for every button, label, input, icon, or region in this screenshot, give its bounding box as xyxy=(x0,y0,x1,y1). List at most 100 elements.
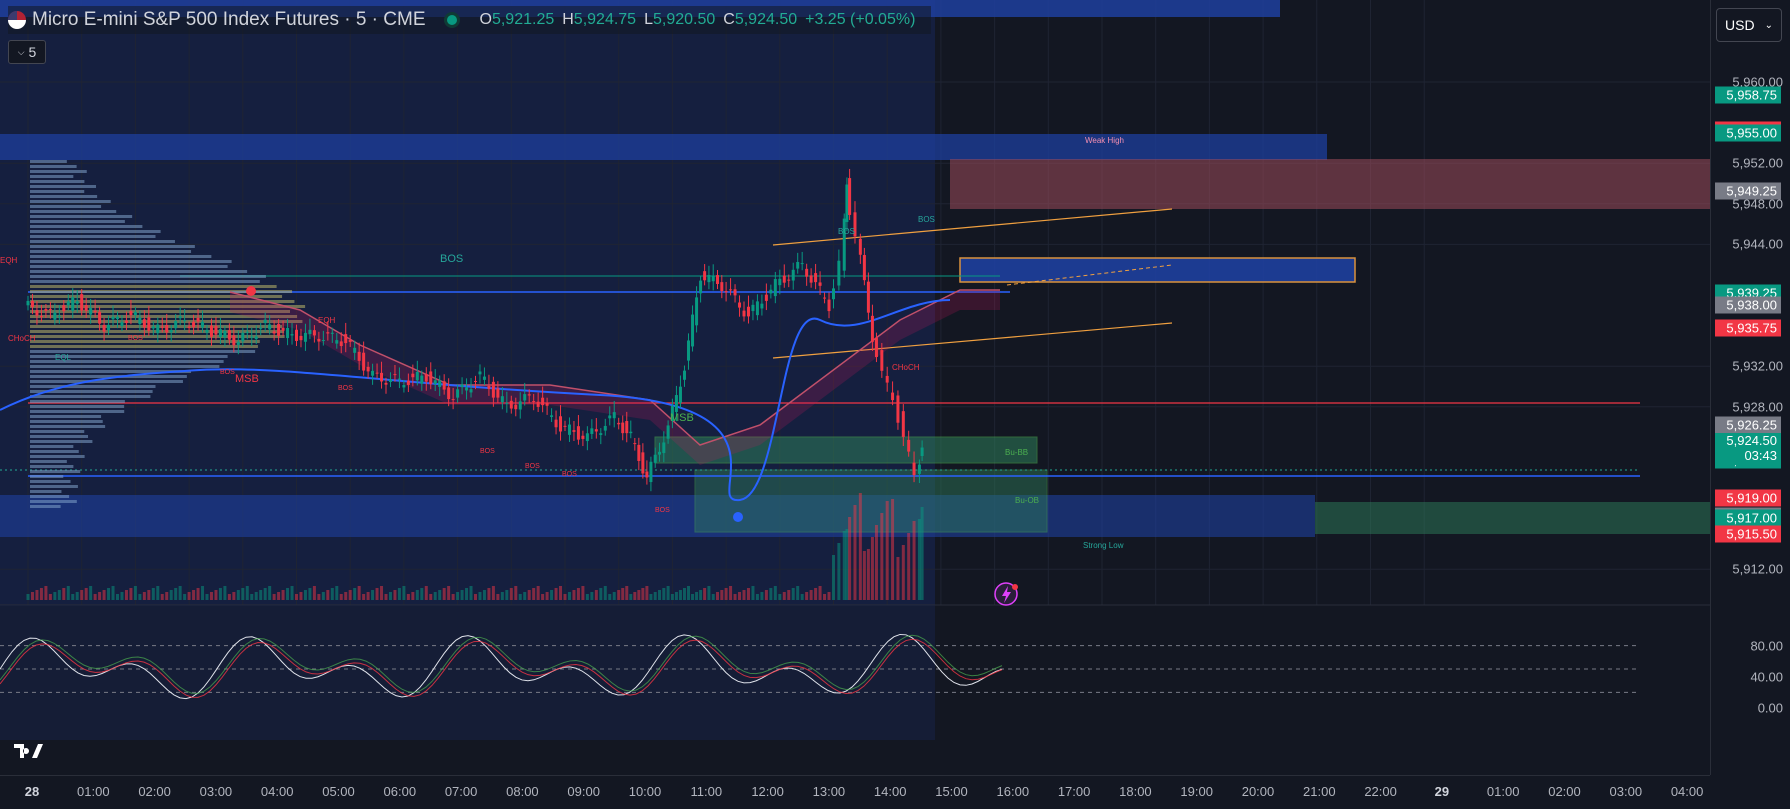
volume-bar xyxy=(782,592,786,600)
candle-body xyxy=(617,422,621,425)
volume-bar xyxy=(160,594,164,600)
volume-bar xyxy=(295,594,298,600)
bos-label: BOS xyxy=(655,507,670,514)
candle-body xyxy=(98,311,102,324)
close-key: C xyxy=(723,11,735,28)
volume-bar xyxy=(751,586,755,600)
candle-body xyxy=(805,268,809,277)
symbol-title[interactable]: Micro E-mini S&P 500 Index Futures · 5 ·… xyxy=(32,9,426,30)
candle-body xyxy=(26,300,30,306)
volume-profile-bar xyxy=(30,450,79,453)
volume-bar xyxy=(687,586,691,600)
candle-body xyxy=(674,395,678,412)
time-tick-label: 14:00 xyxy=(873,784,907,799)
price-tag: 5,955.00 xyxy=(1715,124,1781,142)
candle-body xyxy=(160,326,164,328)
price-scale[interactable]: 5,960.00 5,952.00 5,948.00 5,944.00 5,932.00… xyxy=(1710,0,1790,775)
volume-bar xyxy=(842,531,846,600)
candle-body xyxy=(442,381,446,390)
volume-bar xyxy=(814,588,818,600)
time-tick-label: 11:00 xyxy=(690,784,723,799)
volume-bar xyxy=(89,586,93,600)
volume-bar xyxy=(536,586,540,600)
candle-body xyxy=(827,299,831,312)
time-tick-label: 16:00 xyxy=(996,784,1030,799)
time-tick-label: 12:00 xyxy=(751,784,784,799)
price-chart[interactable]: BOSMSBMSBBOSBOSCHoCHCHoCHEQHEQHEQLBOSBOS… xyxy=(0,0,1710,775)
volume-profile-bar xyxy=(30,455,85,458)
time-tick-label: 22:00 xyxy=(1364,784,1397,799)
volume-bar xyxy=(102,590,106,600)
volume-bar xyxy=(523,592,527,600)
candle-body xyxy=(348,340,352,342)
volume-bar xyxy=(201,586,205,600)
volume-bar xyxy=(218,588,222,600)
eqh-label: EQH xyxy=(0,256,18,265)
candle-body xyxy=(187,326,191,328)
volume-profile-bar xyxy=(30,415,102,418)
volume-bar xyxy=(707,586,711,600)
volume-bar xyxy=(832,555,835,600)
volume-bar xyxy=(259,590,263,600)
volume-bar xyxy=(30,592,34,600)
volume-profile-bar xyxy=(30,405,125,408)
volume-bar xyxy=(853,505,857,600)
candle-body xyxy=(451,399,455,401)
volume-bar xyxy=(402,586,406,600)
channel-top-line xyxy=(772,208,1173,246)
channel-bottom-line xyxy=(772,322,1173,359)
candle-body xyxy=(93,310,97,313)
bos-label: BOS xyxy=(480,448,495,455)
price-tick-label: 5,948.00 xyxy=(1732,196,1783,212)
candle-body xyxy=(438,380,442,387)
price-tick-label: 5,932.00 xyxy=(1732,358,1783,374)
interval-toggle-button[interactable]: ⌵ 5 xyxy=(8,40,46,64)
time-tick-label: 06:00 xyxy=(383,784,417,799)
tradingview-logo-icon[interactable] xyxy=(14,740,44,766)
candle-body xyxy=(165,325,169,333)
volume-bar xyxy=(209,592,213,600)
candle-body xyxy=(662,442,666,454)
market-status-icon[interactable] xyxy=(443,12,460,28)
volume-bar xyxy=(84,588,88,600)
volume-bar xyxy=(326,590,330,600)
volume-bar xyxy=(406,594,410,600)
volume-bar xyxy=(290,586,294,600)
currency-select[interactable]: USD ⌄ xyxy=(1716,8,1782,42)
volume-profile-bar xyxy=(30,480,71,483)
volume-bar xyxy=(312,586,316,600)
candle-body xyxy=(837,260,841,286)
candle-body xyxy=(286,327,290,339)
volume-bar xyxy=(48,594,52,600)
candle-body xyxy=(678,386,682,403)
price-tag: 5,949.25 xyxy=(1715,182,1781,200)
oscillator-session-shade xyxy=(0,605,935,740)
volume-bar xyxy=(169,590,173,600)
volume-bar xyxy=(241,588,245,600)
volume-bar xyxy=(500,592,504,600)
candle-body xyxy=(353,347,357,353)
candle-body xyxy=(699,280,703,294)
volume-bar xyxy=(447,586,451,600)
candle-body xyxy=(465,387,469,391)
volume-bar xyxy=(545,592,549,600)
volume-profile-bar xyxy=(30,175,74,178)
high-value: 5,924.75 xyxy=(573,11,637,28)
stoch-d-line xyxy=(0,638,1003,698)
price-tick-label: 5,944.00 xyxy=(1732,236,1783,252)
volume-bar xyxy=(460,590,464,600)
volume-bar xyxy=(393,590,397,600)
candle-body xyxy=(491,381,495,398)
time-axis[interactable]: 28 01:00 02:00 03:00 04:00 05:00 06:00 07:00 08:… xyxy=(0,775,1710,809)
volume-bar xyxy=(39,588,43,600)
volume-bar xyxy=(621,588,625,600)
volume-bar xyxy=(567,592,571,600)
volume-profile-bar xyxy=(30,160,67,163)
volume-bar xyxy=(518,594,522,600)
price-tag: 5,938.00 xyxy=(1715,296,1781,314)
volume-bar xyxy=(625,586,629,600)
candle-body xyxy=(380,372,384,382)
volume-profile-bar xyxy=(30,310,290,313)
volume-bar xyxy=(277,592,281,600)
candle-body xyxy=(848,178,852,215)
